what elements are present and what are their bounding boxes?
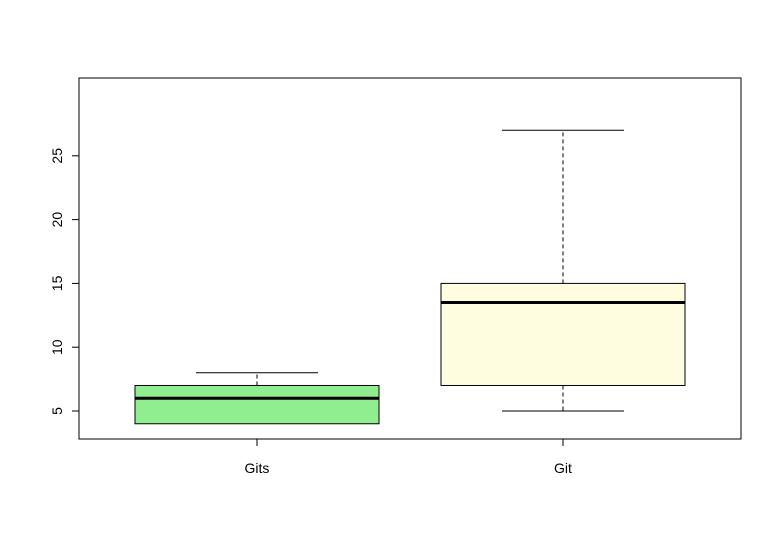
y-tick-label: 20 bbox=[49, 212, 65, 228]
iqr-box bbox=[440, 282, 686, 386]
x-tick-label: Gits bbox=[245, 460, 270, 476]
y-axis: 5 10 15 20 25 bbox=[49, 148, 80, 415]
iqr-box bbox=[134, 384, 380, 425]
x-tick-label: Git bbox=[554, 460, 572, 476]
boxes bbox=[134, 129, 686, 425]
y-tick-label: 15 bbox=[49, 275, 65, 291]
y-tick-label: 25 bbox=[49, 148, 65, 164]
y-tick-label: 5 bbox=[49, 407, 65, 415]
box-git bbox=[440, 129, 686, 412]
x-axis: Gits Git bbox=[245, 439, 572, 476]
box-gits bbox=[134, 372, 380, 425]
y-tick-label: 10 bbox=[49, 339, 65, 355]
